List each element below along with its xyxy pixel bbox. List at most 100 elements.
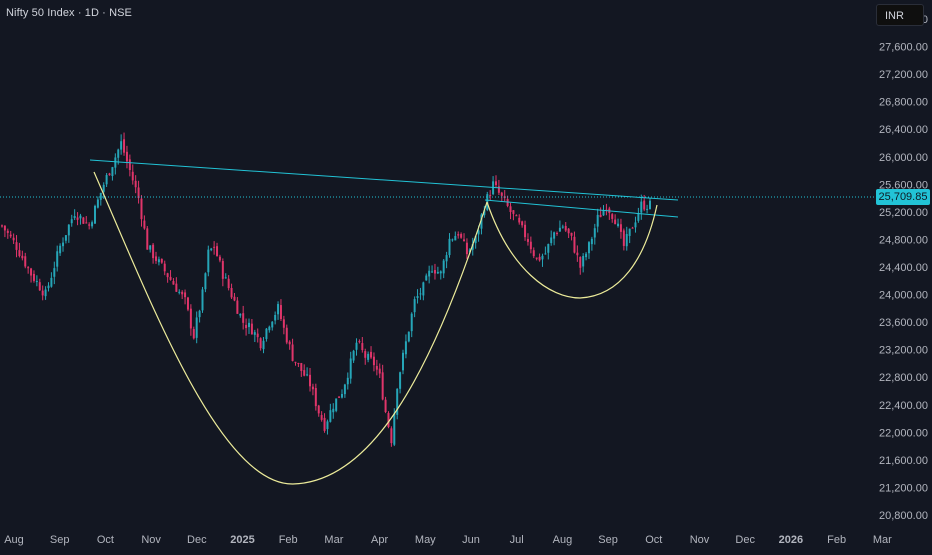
candle (454, 231, 457, 241)
candle (160, 258, 163, 264)
cup-curve-large (93, 171, 488, 485)
candle (166, 272, 169, 283)
resistance-trendline-upper (89, 159, 679, 201)
candle (605, 203, 608, 216)
x-tick-label: Aug (4, 534, 24, 546)
candle (6, 228, 9, 239)
candle (590, 236, 593, 251)
candle (457, 231, 460, 239)
candle (439, 270, 442, 280)
y-tick-label: 25,200.00 (879, 207, 928, 219)
x-tick-label: Jul (510, 534, 524, 546)
candle (378, 363, 381, 379)
candle (230, 283, 233, 300)
candle (184, 289, 187, 305)
candle (265, 328, 268, 342)
candle (123, 132, 126, 156)
x-tick-label: Oct (97, 534, 114, 546)
candle (358, 339, 361, 344)
candle (15, 235, 18, 258)
candle (375, 359, 378, 376)
candle (207, 245, 210, 277)
candle (442, 258, 445, 279)
y-tick-label: 20,800.00 (879, 510, 928, 522)
candle (56, 245, 59, 272)
x-axis[interactable]: Aug Sep Oct Nov Dec 2025 Feb Mar Apr May Jun Jul Aug… (4, 534, 892, 546)
candle (242, 305, 245, 330)
x-tick-label: Mar (324, 534, 343, 546)
candle (79, 213, 82, 225)
candle (306, 367, 309, 377)
candle (367, 351, 370, 363)
candle (44, 286, 47, 300)
x-tick-label: Sep (598, 534, 618, 546)
candle (131, 164, 134, 185)
candle (82, 216, 85, 224)
y-tick-label: 27,600.00 (879, 42, 928, 54)
candle (216, 242, 219, 257)
candle (213, 241, 216, 255)
candle (361, 337, 364, 353)
candle (12, 233, 15, 244)
y-axis[interactable]: 28,000.0027,600.0027,200.0026,800.0026,4… (879, 14, 928, 522)
candle (221, 258, 224, 287)
y-tick-label: 21,200.00 (879, 482, 928, 494)
candle (611, 213, 614, 223)
candle (186, 296, 189, 312)
candle (102, 182, 105, 199)
candle (625, 226, 628, 251)
candle (120, 134, 123, 155)
candle (573, 231, 576, 254)
candle (593, 223, 596, 245)
candle (99, 192, 102, 206)
currency-button[interactable]: INR (876, 4, 924, 26)
candle (93, 204, 96, 224)
candle (558, 220, 561, 232)
candle (521, 220, 524, 228)
candle (649, 197, 651, 210)
candle (291, 338, 294, 362)
candle (300, 362, 303, 377)
x-tick-label: Apr (371, 534, 388, 546)
x-tick-label: Dec (187, 534, 207, 546)
x-tick-label: 2025 (230, 534, 254, 546)
x-tick-label: Nov (690, 534, 710, 546)
candle (210, 247, 213, 252)
y-tick-label: 24,000.00 (879, 290, 928, 302)
candle (128, 154, 131, 177)
candle (64, 235, 67, 244)
candle (73, 209, 76, 221)
candle (192, 326, 195, 340)
candle (541, 253, 544, 267)
y-tick-label: 23,200.00 (879, 345, 928, 357)
candle (535, 257, 538, 261)
candle (547, 243, 550, 260)
candle (285, 324, 288, 345)
candle (404, 334, 407, 359)
candle (143, 215, 146, 230)
candle (340, 389, 343, 399)
candle (561, 224, 564, 229)
candle (326, 419, 329, 435)
y-tick-label: 23,600.00 (879, 317, 928, 329)
candles (1, 132, 651, 447)
candle (239, 313, 242, 318)
candle (413, 296, 416, 318)
candle (178, 289, 181, 295)
candle (314, 383, 317, 411)
candle (155, 251, 158, 264)
candle (227, 275, 230, 291)
candle (381, 364, 384, 401)
candle (553, 231, 556, 246)
candle (294, 361, 297, 366)
candle (256, 328, 259, 343)
candle (271, 321, 274, 331)
candle (524, 220, 527, 241)
y-tick-label: 25,600.00 (879, 179, 928, 191)
candle (311, 383, 314, 396)
candle (140, 195, 143, 227)
candle (247, 318, 250, 334)
candle (445, 251, 448, 269)
